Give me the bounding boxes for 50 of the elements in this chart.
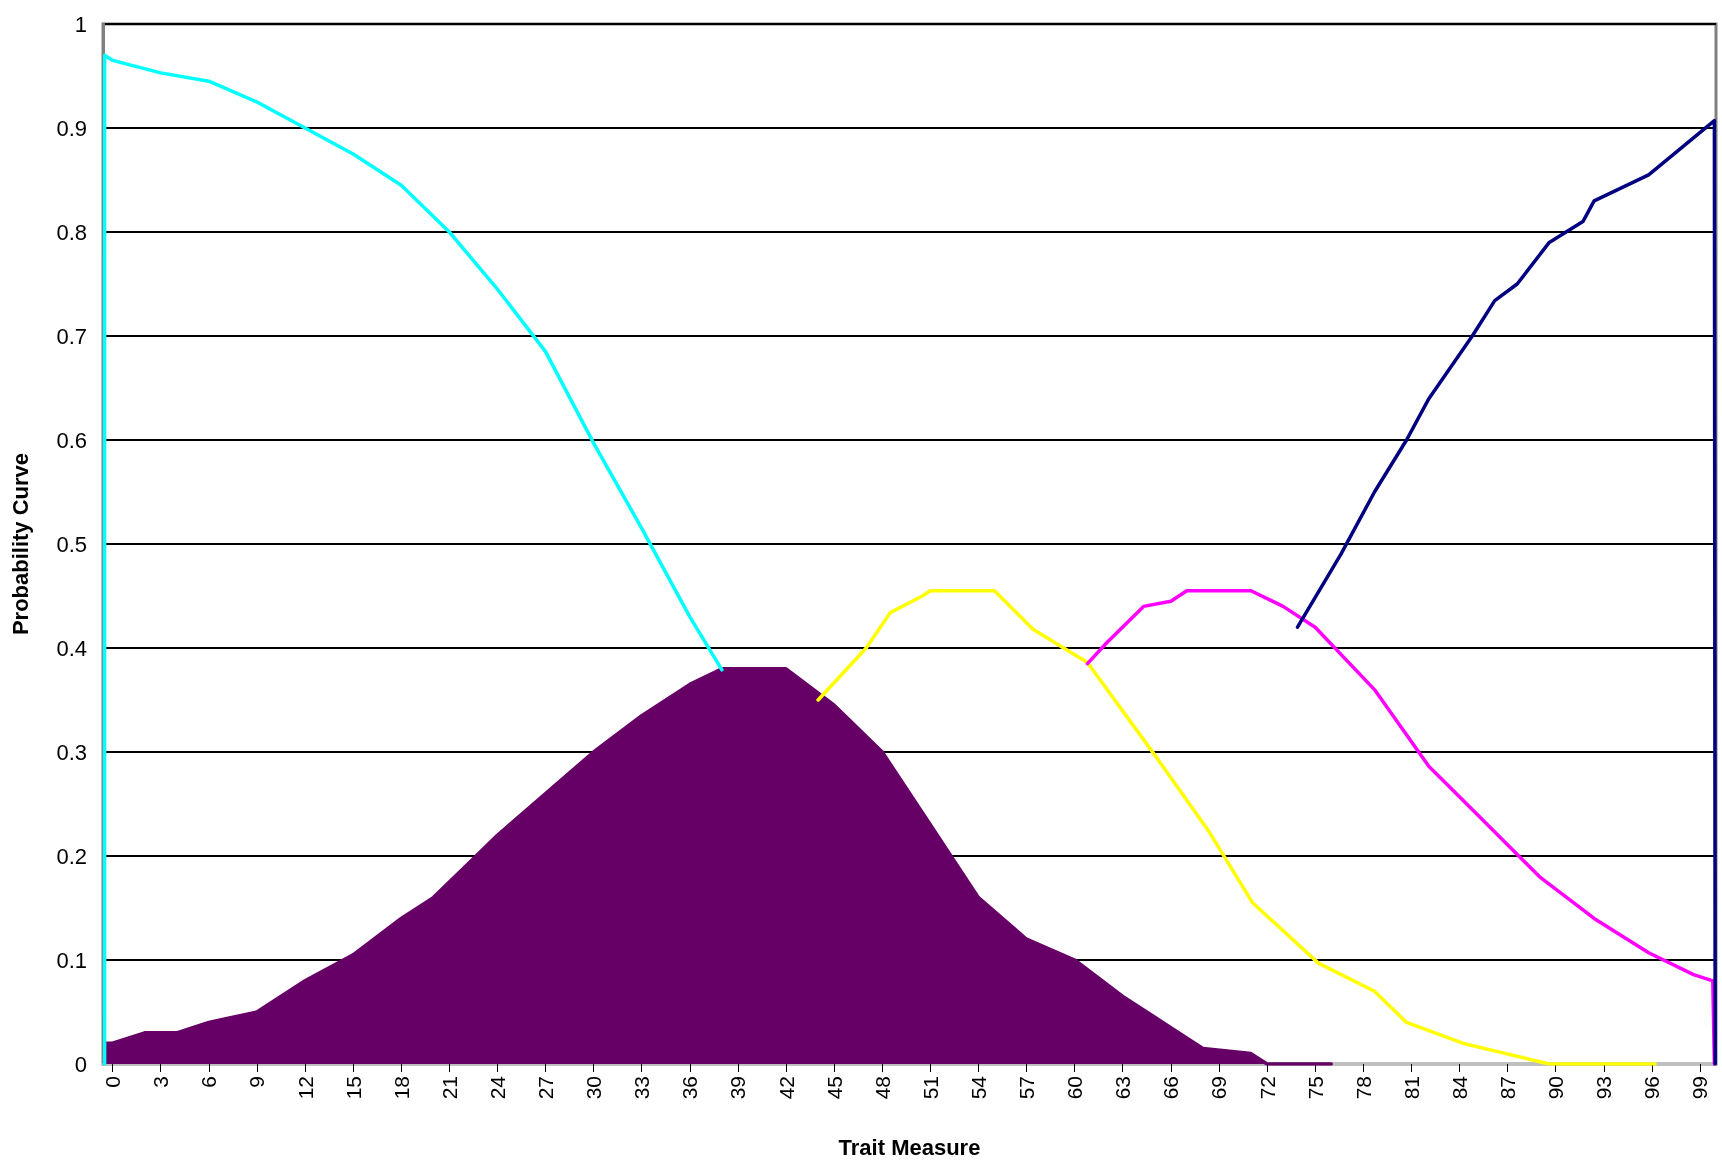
x-tick-label: 36	[678, 1076, 702, 1100]
x-tick-label: 84	[1447, 1075, 1471, 1100]
line-series	[816, 589, 1657, 1066]
x-tick-label: 66	[1159, 1076, 1183, 1100]
x-tick-label: 48	[870, 1076, 894, 1100]
x-tick-label: 30	[582, 1076, 606, 1100]
x-tick-label: 96	[1640, 1076, 1664, 1100]
x-tick-label: 21	[437, 1076, 461, 1100]
line-series	[102, 53, 724, 1066]
y-tick-label: 0.1	[56, 947, 87, 973]
x-axis-title: Trait Measure	[838, 1134, 981, 1160]
x-tick-label: 33	[630, 1076, 654, 1100]
y-tick-label: 0.2	[56, 843, 87, 869]
x-tick-label: 90	[1544, 1076, 1568, 1100]
y-tick-label: 1	[74, 11, 87, 37]
x-tick-label: 99	[1688, 1076, 1712, 1100]
x-tick-label: 69	[1207, 1076, 1231, 1100]
x-tick-label: 72	[1255, 1076, 1279, 1100]
line-series	[1085, 589, 1717, 1066]
x-tick-label: 15	[341, 1076, 365, 1100]
y-tick-label: 0.7	[56, 323, 87, 349]
x-tick-label: 6	[197, 1076, 221, 1088]
x-tick-label: 57	[1015, 1076, 1039, 1100]
x-tick-label: 0	[101, 1076, 125, 1088]
y-tick-label: 0.3	[56, 739, 87, 765]
x-tick-label: 39	[726, 1076, 750, 1100]
x-tick-label: 24	[485, 1075, 509, 1100]
x-tick-label: 18	[389, 1076, 413, 1100]
x-tick-label: 27	[534, 1076, 558, 1100]
x-tick-label: 93	[1592, 1076, 1616, 1100]
x-tick-label: 45	[822, 1076, 846, 1100]
x-tick-label: 60	[1063, 1076, 1087, 1100]
x-tick-label: 3	[149, 1076, 173, 1088]
x-tick-label: 12	[293, 1076, 317, 1100]
x-tick-label: 42	[774, 1076, 798, 1100]
line-series	[1295, 118, 1717, 1066]
x-tick-label: 75	[1303, 1076, 1327, 1100]
x-tick-label: 63	[1111, 1076, 1135, 1100]
x-tick-label: 9	[245, 1076, 269, 1088]
y-tick-label: 0.4	[56, 635, 87, 661]
x-tick-label: 54	[966, 1075, 990, 1100]
y-tick-label: 0.8	[56, 219, 87, 245]
y-tick-label: 0.5	[56, 531, 87, 557]
y-axis-title: Probability Curve	[7, 452, 33, 636]
y-tick-label: 0.9	[56, 115, 87, 141]
x-tick-label: 51	[918, 1076, 942, 1100]
x-tick-label: 78	[1351, 1076, 1375, 1100]
x-tick-label: 87	[1496, 1076, 1520, 1100]
x-tick-label: 81	[1399, 1076, 1423, 1100]
y-tick-label: 0.6	[56, 427, 87, 453]
